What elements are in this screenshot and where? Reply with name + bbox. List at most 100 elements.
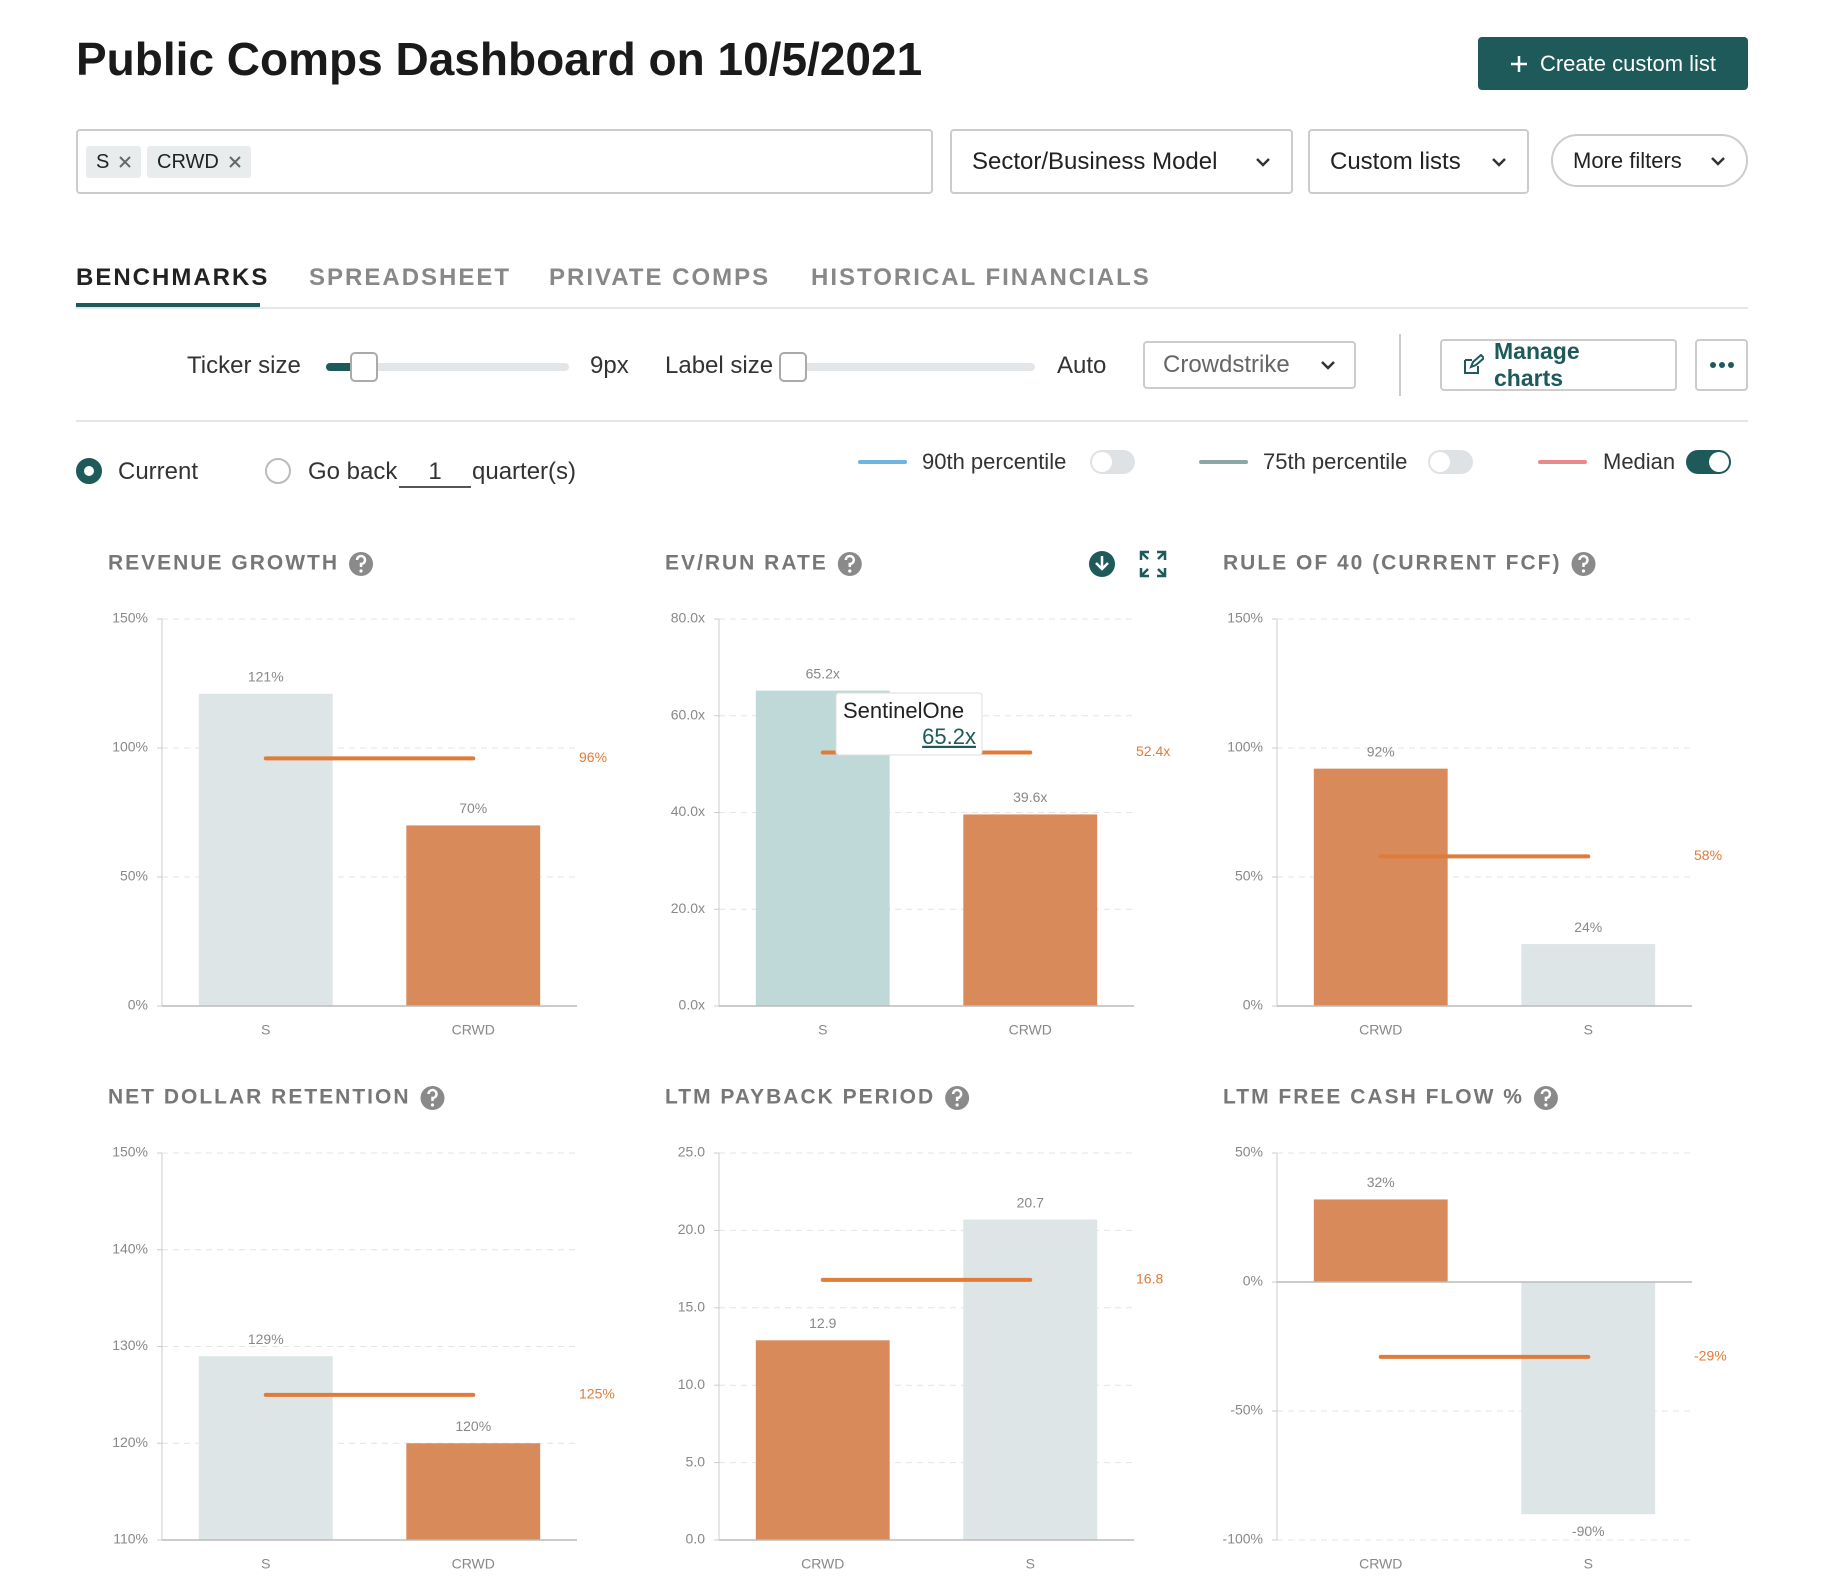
y-tick-label: 50%	[1235, 868, 1263, 884]
bar	[963, 814, 1098, 1006]
value-label: 39.6x	[1013, 789, 1047, 805]
chevron	[1321, 361, 1335, 370]
y-tick-label: 100%	[1227, 739, 1263, 755]
x-tick-label: S	[1584, 1022, 1593, 1038]
legend-label: Median	[1603, 449, 1676, 474]
remove-icon[interactable]	[229, 156, 241, 168]
tab[interactable]: PRIVATE COMPS	[549, 264, 771, 291]
x-tick-label: S	[261, 1556, 270, 1572]
y-tick-label: 5.0	[686, 1453, 706, 1469]
y-tick-label: -100%	[1223, 1531, 1263, 1547]
radio-selected[interactable]	[76, 458, 102, 484]
radio[interactable]	[265, 458, 291, 484]
dropdown[interactable]: More filters	[1551, 134, 1748, 187]
radio-label: Current	[118, 458, 199, 485]
toggle[interactable]	[1686, 450, 1731, 474]
median-label: 52.4x	[1136, 743, 1170, 759]
dropdown-label: Crowdstrike	[1163, 351, 1290, 378]
y-tick-label: 110%	[113, 1531, 148, 1547]
create-list-button[interactable]: Create custom list	[1478, 37, 1748, 90]
x-tick-label: S	[261, 1022, 270, 1038]
expand-icon[interactable]	[1139, 550, 1167, 578]
edit-icon	[1464, 354, 1484, 374]
y-tick-label: 0%	[128, 997, 148, 1013]
toggle[interactable]	[1090, 450, 1135, 474]
dropdown[interactable]: Custom lists	[1308, 129, 1529, 194]
dropdown-label: Custom lists	[1330, 147, 1461, 175]
y-tick-label: 25.0	[678, 1144, 705, 1160]
y-tick-label: 0%	[1243, 997, 1263, 1013]
tooltip-box	[835, 692, 983, 756]
control-value: Auto	[1057, 352, 1107, 379]
y-tick-label: 10.0	[678, 1376, 705, 1392]
download-icon[interactable]	[1089, 551, 1115, 577]
help-dot	[359, 569, 363, 573]
y-tick-label: 40.0x	[671, 803, 705, 819]
y-tick-label: 50%	[120, 868, 148, 884]
y-tick-label: 100%	[112, 739, 148, 755]
help-mark	[427, 1088, 438, 1101]
chip-label: CRWD	[157, 150, 219, 173]
slider-thumb[interactable]	[779, 352, 807, 382]
control-label: Ticker size	[187, 352, 301, 379]
y-tick-label: 130%	[112, 1337, 148, 1353]
manage-charts-button[interactable]: Manage charts	[1440, 338, 1677, 391]
chip[interactable]: CRWD	[147, 146, 251, 178]
value-label: 65.2x	[806, 665, 840, 681]
more-button[interactable]	[1695, 339, 1748, 391]
slider-thumb[interactable]	[350, 352, 378, 382]
button-label: Manage charts	[1494, 338, 1580, 391]
tab-rule	[76, 307, 1748, 309]
bar	[755, 1340, 890, 1540]
legend-swatch	[1199, 460, 1248, 464]
x-tick-label: S	[1026, 1556, 1035, 1572]
y-tick-label: 120%	[112, 1434, 148, 1450]
y-tick-label: 0%	[1243, 1273, 1263, 1289]
median-label: 96%	[579, 749, 607, 765]
help-icon[interactable]	[837, 552, 862, 576]
bar	[198, 693, 333, 1006]
value-label: 120%	[455, 1418, 491, 1434]
toggle[interactable]	[1428, 450, 1473, 474]
remove-icon[interactable]	[119, 156, 132, 168]
dropdown-label: Sector/Business Model	[972, 147, 1218, 175]
tab[interactable]: BENCHMARKS	[76, 264, 270, 291]
chip-label: S	[96, 150, 110, 173]
value-label: 129%	[248, 1331, 284, 1347]
quarters-input[interactable]: 1	[399, 458, 471, 488]
help-mark	[355, 554, 367, 567]
dropdown[interactable]: Sector/Business Model	[950, 129, 1293, 194]
bar	[1313, 1199, 1448, 1282]
tab[interactable]: SPREADSHEET	[309, 264, 512, 291]
tooltip-value: 65.2x	[922, 724, 976, 749]
help-icon[interactable]	[945, 1086, 970, 1110]
help-icon[interactable]	[1571, 552, 1596, 576]
value-label: 24%	[1574, 919, 1602, 935]
bar	[1521, 1282, 1656, 1515]
legend-swatch	[858, 460, 907, 464]
chip[interactable]: S	[86, 146, 142, 178]
y-tick-label: 0.0x	[679, 997, 705, 1013]
bar	[198, 1356, 333, 1540]
tab[interactable]: HISTORICAL FINANCIALS	[811, 264, 1151, 291]
ticker-input[interactable]	[76, 129, 933, 194]
help-icon[interactable]	[420, 1086, 445, 1110]
chevron	[1256, 157, 1270, 167]
y-tick-label: 80.0x	[671, 610, 705, 626]
page-title: Public Comps Dashboard on 10/5/2021	[76, 33, 923, 85]
slider-track[interactable]	[326, 363, 569, 371]
chart-title: EV/RUN RATE	[665, 552, 828, 575]
median-label: 125%	[579, 1386, 615, 1402]
help-icon[interactable]	[349, 552, 374, 576]
slider-fill	[326, 363, 356, 371]
x-tick-label: S	[1584, 1556, 1593, 1572]
median-label: 58%	[1694, 847, 1722, 863]
help-mark	[1578, 554, 1589, 567]
company-dropdown[interactable]: Crowdstrike	[1143, 341, 1356, 389]
control-value: 9px	[590, 352, 629, 379]
help-icon[interactable]	[1533, 1086, 1558, 1110]
legend-label: 75th percentile	[1263, 449, 1408, 474]
help-mark	[951, 1088, 963, 1101]
slider-track[interactable]	[779, 363, 1035, 371]
